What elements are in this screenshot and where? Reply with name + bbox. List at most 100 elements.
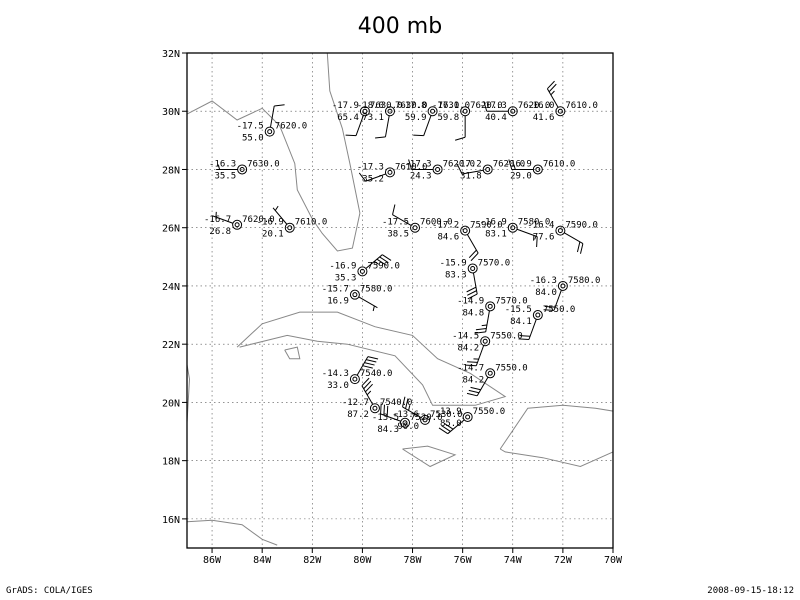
station-humidity: 55.0 bbox=[242, 134, 264, 144]
coastline-gulf-coast bbox=[186, 52, 361, 252]
station-humidity: 84.2 bbox=[458, 343, 480, 353]
station-outer-circle bbox=[507, 222, 518, 233]
station-height: 7610.0 bbox=[565, 101, 598, 111]
station-inner-circle bbox=[287, 225, 293, 231]
station: -17.9 65.4 7630.0 bbox=[332, 101, 403, 137]
station-outer-circle bbox=[232, 219, 243, 230]
wind-barb-feather bbox=[580, 243, 584, 254]
station-temperature: -17.3 bbox=[480, 101, 507, 111]
station-inner-circle bbox=[470, 265, 476, 271]
wind-barb-staff bbox=[402, 406, 422, 419]
station-temperature: -13.9 bbox=[435, 407, 462, 417]
station-outer-circle bbox=[349, 374, 360, 385]
station-outer-circle bbox=[432, 164, 443, 175]
wind-barb-feather bbox=[383, 404, 385, 416]
wind-barb-feather bbox=[467, 361, 478, 363]
station-height: 7630.0 bbox=[370, 101, 403, 111]
x-tick-label: 78W bbox=[403, 555, 422, 566]
station: -16.0 41.6 7610.0 bbox=[527, 80, 598, 123]
station-humidity: 35.3 bbox=[335, 273, 357, 283]
station-humidity: 31.8 bbox=[460, 171, 482, 181]
station-temperature: -17.5 bbox=[237, 122, 264, 132]
station-temperature: -14.9 bbox=[457, 296, 484, 306]
station-inner-circle bbox=[462, 108, 468, 114]
station-outer-circle bbox=[485, 368, 496, 379]
station-humidity: 20.1 bbox=[262, 230, 284, 240]
station-inner-circle bbox=[482, 338, 488, 344]
wind-barb-staff bbox=[358, 296, 378, 309]
station-humidity: 26.8 bbox=[209, 227, 231, 237]
coastlines bbox=[186, 52, 614, 546]
station-inner-circle bbox=[465, 414, 471, 420]
station-height: 7620.0 bbox=[518, 101, 551, 111]
station: -14.5 84.2 7550.0 bbox=[452, 331, 523, 367]
station-inner-circle bbox=[487, 370, 493, 376]
station-outer-circle bbox=[482, 164, 493, 175]
wind-barb-staff bbox=[356, 356, 369, 376]
station-outer-circle bbox=[420, 414, 431, 425]
station: -16.9 35.3 7590.0 bbox=[329, 254, 400, 283]
station-humidity: 85.0 bbox=[440, 419, 462, 429]
station-outer-circle bbox=[467, 263, 478, 274]
station-height: 7540.0 bbox=[380, 398, 413, 408]
coastline-jamaica bbox=[402, 445, 457, 468]
wind-barb-feather bbox=[358, 172, 366, 182]
station-height: 7580.0 bbox=[568, 276, 601, 286]
wind-barb-staff bbox=[380, 413, 401, 422]
station-outer-circle bbox=[284, 222, 295, 233]
station-outer-circle bbox=[384, 167, 395, 178]
y-tick-label: 28N bbox=[162, 165, 180, 176]
station-outer-circle bbox=[410, 222, 421, 233]
station-humidity: 35.2 bbox=[362, 174, 384, 184]
station-outer-circle bbox=[485, 301, 496, 312]
wind-barb-feather bbox=[466, 286, 477, 293]
wind-barb-staff bbox=[564, 232, 584, 245]
station: -16.3 35.5 7630.0 bbox=[209, 159, 280, 181]
station: -17.5 55.0 7620.0 bbox=[237, 104, 307, 144]
plot-title: 400 mb bbox=[357, 14, 443, 39]
station-inner-circle bbox=[422, 417, 428, 423]
station-height: 7620.0 bbox=[470, 101, 503, 111]
station-temperature: -17.9 bbox=[332, 101, 359, 111]
wind-barb-feather bbox=[274, 104, 285, 107]
station-outer-circle bbox=[555, 225, 566, 236]
station-height: 7610.0 bbox=[295, 218, 328, 228]
station: -16.4 77.6 7590.0 bbox=[527, 221, 598, 254]
station-inner-circle bbox=[535, 312, 541, 318]
wind-barb-feather bbox=[375, 136, 386, 139]
wind-barb-feather bbox=[372, 305, 375, 312]
station-inner-circle bbox=[485, 166, 491, 172]
station-humidity: 73.1 bbox=[362, 113, 384, 123]
station-humidity: 83.1 bbox=[485, 230, 507, 240]
wind-barb-feather bbox=[408, 405, 411, 411]
station-humidity: 29.0 bbox=[510, 171, 532, 181]
wind-barb-feather bbox=[379, 256, 389, 264]
wind-barb-feather bbox=[466, 392, 478, 397]
station-inner-circle bbox=[359, 268, 365, 274]
timestamp-label: 2008-09-15-18:12 bbox=[707, 586, 794, 596]
wind-barb-staff bbox=[462, 169, 484, 175]
wind-barb-feather bbox=[576, 241, 581, 253]
station: -15.5 84.1 7550.0 bbox=[505, 305, 575, 340]
station-temperature: -12.7 bbox=[342, 398, 369, 408]
wind-barb-staff bbox=[384, 115, 390, 137]
wind-barb-feather bbox=[362, 365, 373, 369]
station: -18.0 73.1 7630.0 bbox=[357, 101, 427, 139]
wind-barb-staff bbox=[361, 385, 374, 405]
station-height: 7620.0 bbox=[493, 159, 526, 169]
y-tick-label: 16N bbox=[162, 515, 180, 526]
wind-barb-feather bbox=[455, 136, 466, 141]
wind-barb-feather bbox=[470, 386, 481, 391]
station-outer-circle bbox=[532, 310, 543, 321]
station: -15.7 16.9 7580.0 bbox=[322, 285, 392, 312]
station: -13.9 85.0 7550.0 bbox=[435, 407, 505, 435]
x-tick-label: 80W bbox=[353, 555, 372, 566]
wind-barb-staff bbox=[269, 105, 275, 128]
station-height: 7550.0 bbox=[490, 331, 523, 341]
station-humidity: 59.8 bbox=[437, 113, 459, 123]
station-height: 7580.0 bbox=[518, 218, 551, 228]
x-tick-label: 72W bbox=[554, 555, 573, 566]
station-humidity: 84.3 bbox=[377, 425, 399, 435]
wind-barb-feather bbox=[217, 164, 221, 170]
